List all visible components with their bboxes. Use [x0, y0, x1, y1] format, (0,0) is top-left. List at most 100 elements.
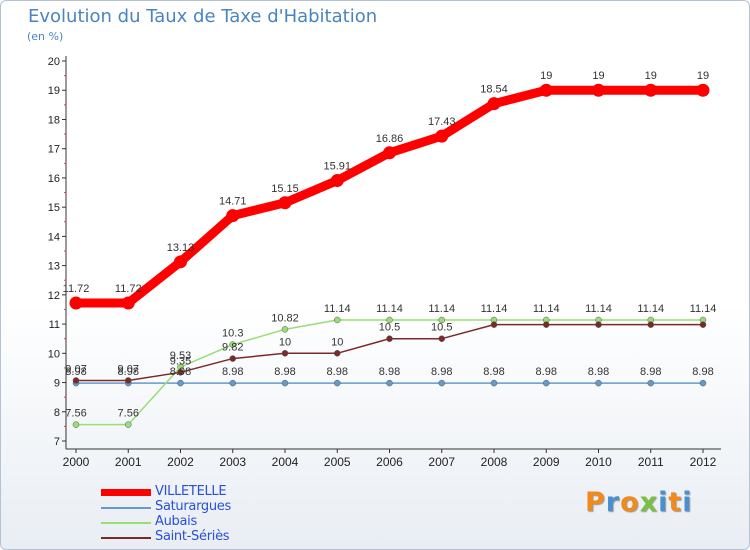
- legend-item: Saint-Sériès: [101, 529, 321, 545]
- data-point: [69, 296, 83, 310]
- data-label: 8.98: [222, 366, 243, 378]
- y-tick-label: 18: [48, 114, 60, 126]
- data-point: [226, 209, 240, 223]
- data-point: [647, 321, 654, 328]
- data-label: 11.72: [63, 283, 90, 295]
- legend-swatch-saturargues: [101, 507, 151, 509]
- logo-letter: r: [605, 487, 621, 518]
- data-point: [435, 129, 449, 143]
- x-tick-label: 2000: [63, 455, 90, 469]
- x-tick-label: 2002: [167, 455, 194, 469]
- data-label: 19: [697, 70, 709, 82]
- data-point: [334, 350, 341, 357]
- data-label: 8.98: [118, 366, 139, 378]
- data-label: 15.91: [323, 161, 351, 173]
- x-tick-label: 2012: [690, 455, 717, 469]
- data-label: 11.14: [533, 303, 560, 315]
- data-label: 11.14: [481, 303, 508, 315]
- data-label: 11.14: [324, 303, 351, 315]
- legend-item: Aubais: [101, 514, 321, 530]
- data-label: 8.98: [170, 366, 191, 378]
- data-label: 8.98: [379, 366, 400, 378]
- x-tick-label: 2007: [428, 455, 455, 469]
- data-label: 19: [540, 70, 552, 82]
- data-label: 11.14: [376, 303, 403, 315]
- data-point: [125, 377, 132, 384]
- legend-label: Saturargues: [155, 499, 231, 514]
- proxiti-logo: Proxiti: [585, 487, 693, 518]
- legend-label: Saint-Sériès: [155, 529, 230, 544]
- logo-letter: o: [620, 487, 640, 518]
- data-point: [281, 379, 289, 387]
- legend-label: Aubais: [155, 514, 197, 529]
- data-point: [278, 196, 292, 210]
- data-point: [543, 379, 550, 387]
- y-tick-label: 11: [49, 319, 60, 331]
- y-tick-label: 10: [48, 348, 60, 360]
- data-label: 14.71: [219, 196, 247, 208]
- data-point: [438, 335, 445, 342]
- x-tick-label: 2010: [585, 455, 612, 469]
- legend: VILLETELLE Saturargues Aubais Saint-Séri…: [101, 484, 321, 545]
- data-label: 10.82: [271, 312, 299, 324]
- series-line: [71, 85, 708, 308]
- data-label: 17.43: [428, 116, 456, 128]
- data-label: 18.54: [480, 84, 508, 96]
- data-label: 11.72: [115, 283, 142, 295]
- data-point: [229, 379, 236, 387]
- legend-item: Saturargues: [101, 499, 321, 515]
- data-label: 10.3: [222, 328, 243, 340]
- y-tick-label: 16: [48, 173, 60, 185]
- data-label: 10.5: [379, 322, 400, 334]
- data-point: [699, 379, 707, 387]
- data-point: [334, 379, 341, 387]
- x-tick-label: 2006: [376, 455, 403, 469]
- x-tick-label: 2004: [272, 455, 299, 469]
- y-tick-label: 17: [48, 144, 60, 156]
- data-label: 11.14: [637, 303, 664, 315]
- data-label: 10: [331, 336, 343, 348]
- data-label: 11.14: [585, 303, 612, 315]
- y-tick-label: 9: [54, 378, 60, 390]
- legend-swatch-saint-series: [101, 537, 151, 539]
- data-label: 16.86: [376, 133, 404, 145]
- logo-letter: i: [658, 487, 669, 518]
- x-tick-label: 2008: [481, 455, 508, 469]
- data-label: 9.53: [170, 350, 191, 362]
- data-label: 10.5: [431, 322, 452, 334]
- data-label: 7.56: [65, 408, 86, 420]
- data-point: [125, 421, 132, 428]
- legend-item: VILLETELLE: [101, 484, 321, 500]
- data-point: [386, 316, 393, 324]
- y-tick-label: 20: [48, 56, 60, 68]
- legend-label: VILLETELLE: [155, 484, 227, 499]
- data-label: 8.98: [692, 366, 713, 378]
- data-point: [281, 326, 289, 333]
- logo-letter: t: [668, 487, 683, 518]
- data-label: 9.82: [222, 342, 243, 354]
- data-label: 8.98: [588, 366, 609, 378]
- data-point: [177, 379, 184, 387]
- data-point: [438, 316, 445, 324]
- x-tick-label: 2009: [533, 455, 560, 469]
- data-point: [438, 379, 445, 387]
- y-tick-label: 19: [48, 85, 60, 97]
- data-point: [386, 335, 393, 342]
- data-point: [386, 379, 393, 387]
- data-point: [229, 341, 236, 348]
- data-point: [539, 83, 553, 97]
- legend-swatch-aubais: [101, 522, 151, 524]
- data-label: 15.15: [271, 183, 299, 195]
- y-tick-label: 13: [48, 261, 60, 273]
- data-point: [487, 97, 501, 111]
- data-point: [281, 350, 289, 357]
- chart-title: Evolution du Taux de Taxe d'Habitation: [28, 6, 378, 27]
- data-point: [696, 83, 710, 97]
- data-label: 13.13: [167, 242, 195, 254]
- data-point: [647, 379, 654, 387]
- data-label: 9.07: [118, 363, 139, 375]
- data-label: 8.98: [274, 366, 295, 378]
- data-label: 7.56: [118, 408, 139, 420]
